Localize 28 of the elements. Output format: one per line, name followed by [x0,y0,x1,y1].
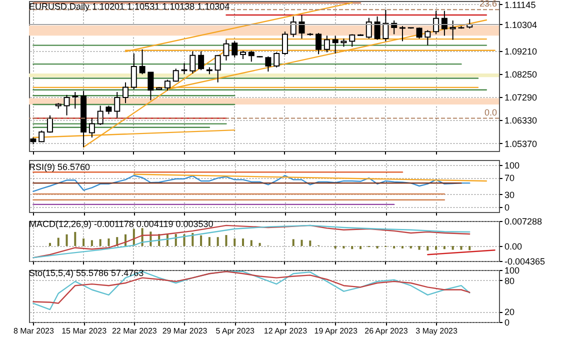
x-tick-label: 15 Mar 2023 [62,326,108,336]
y-tick-label: 30 [504,190,515,200]
y-tick-label: 0.007288 [504,216,542,226]
x-tick-label: 29 Mar 2023 [162,326,208,336]
y-tick-label: -0.004365 [504,256,546,266]
y-tick-label: 80 [504,276,515,286]
y-tick-label: 1.08250 [504,69,538,80]
x-tick-label: 3 May 2023 [416,326,458,336]
y-tick-label: 0 [504,202,510,212]
y-tick-label: 100 [504,266,520,276]
y-tick-label: 0 [504,318,510,328]
x-tick-label: 5 Apr 2023 [216,326,256,336]
y-tick-label: 1.11145 [504,0,536,10]
y-tick-label: 100 [504,160,520,171]
x-tick-label: 26 Apr 2023 [364,326,408,336]
x-tick-label: 12 Apr 2023 [264,326,308,336]
y-tick-label: 1.06330 [504,116,538,126]
x-tick-label: 8 Mar 2023 [13,326,54,336]
y-tick-label: 1.09210 [504,46,538,56]
y-tick-label: 0.00 [504,242,522,252]
y-tick-label: 1.05370 [504,138,538,149]
y-tick-label: 70 [504,173,515,184]
x-tick-label: 19 Apr 2023 [314,326,358,336]
y-tick-label: 1.10304 [504,20,538,30]
y-tick-label: 1.07290 [504,92,538,103]
x-tick-label: 22 Mar 2023 [112,326,158,336]
y-tick-label: 20 [504,307,515,318]
annotation: 0.0 [484,107,497,118]
